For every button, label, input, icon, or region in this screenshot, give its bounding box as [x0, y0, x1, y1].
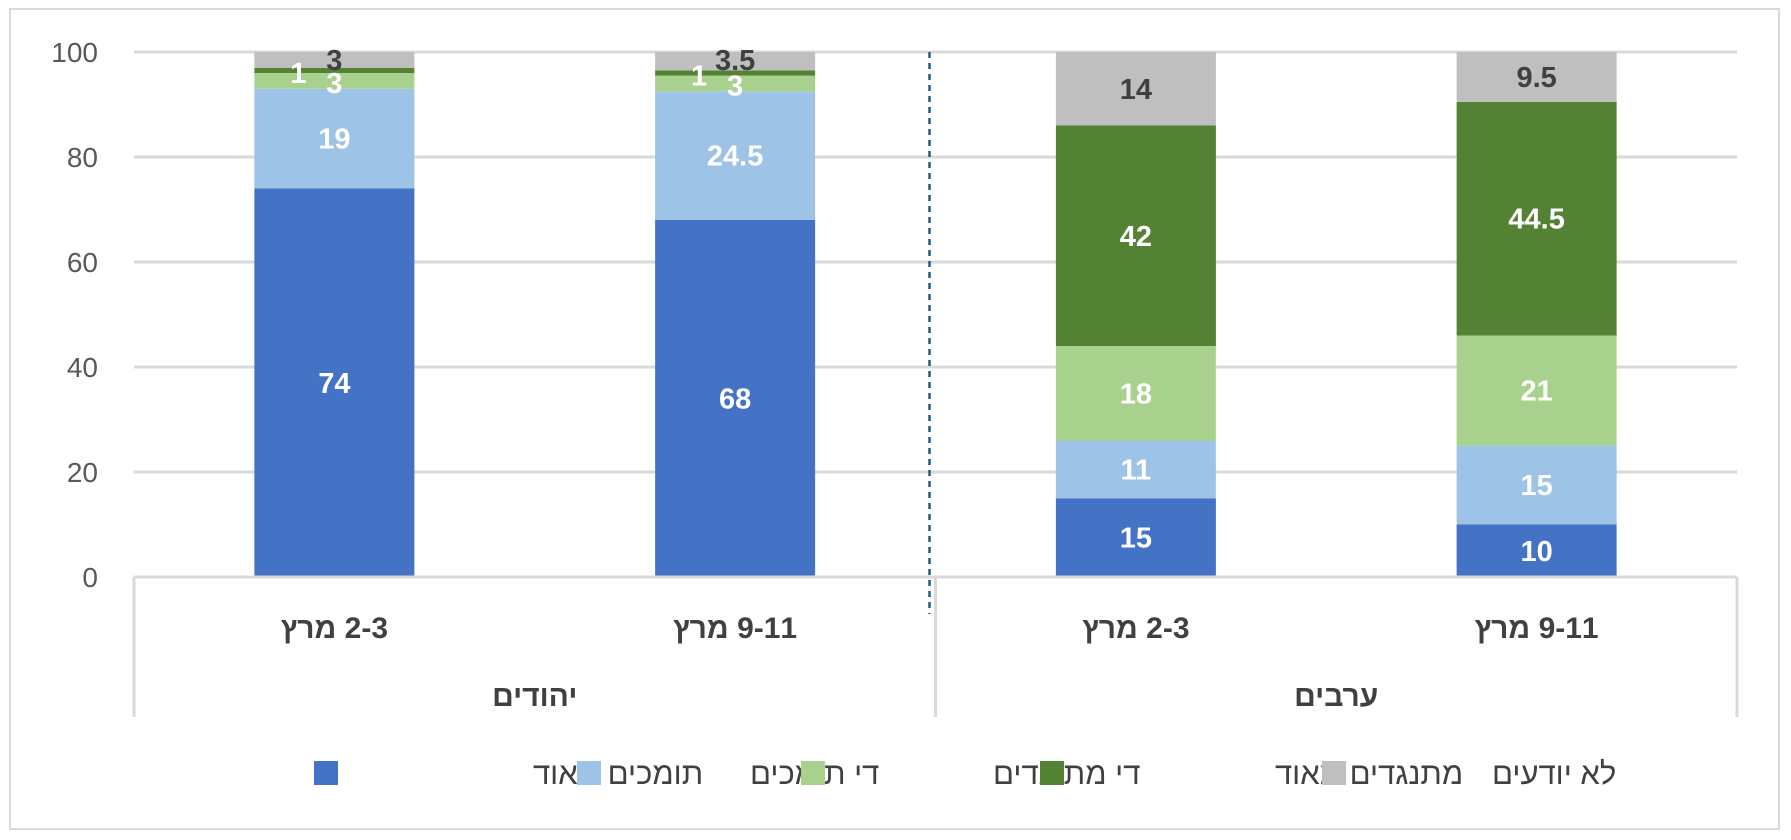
data-label: 11: [1121, 454, 1152, 486]
legend-swatch: [801, 761, 825, 785]
bar-segment: [1456, 52, 1617, 102]
y-tick-label: 60: [67, 247, 98, 278]
bar-segment: [254, 188, 415, 577]
legend-swatch: [1322, 761, 1346, 785]
x-category-label: 9-11 מרץ: [673, 612, 797, 645]
data-label: 3: [326, 68, 342, 100]
y-tick-label: 20: [67, 457, 98, 488]
bar-segment: [655, 70, 816, 76]
data-label: 10: [1520, 536, 1552, 568]
y-tick-label: 0: [82, 562, 98, 593]
data-label: 68: [719, 384, 751, 416]
bar-segment: [655, 75, 816, 92]
data-label: 3.5: [715, 45, 755, 77]
bar-segment: [254, 88, 415, 189]
legend-label: די מתנגדים: [993, 756, 1140, 791]
y-tick-label: 40: [67, 352, 98, 383]
data-label: 42: [1120, 221, 1152, 253]
bar-segment: [1456, 524, 1617, 577]
legend-swatch: [314, 761, 338, 785]
data-label: 14: [1120, 74, 1152, 106]
data-label: 21: [1520, 376, 1552, 408]
data-label: 18: [1120, 378, 1152, 410]
data-label: 15: [1120, 523, 1152, 555]
legend-label: לא יודעים: [1492, 756, 1616, 791]
legend-swatch: [577, 761, 601, 785]
data-label: 3: [326, 45, 342, 77]
y-tick-label: 80: [67, 142, 98, 173]
data-label: 3: [727, 71, 743, 103]
bar-segment: [1456, 101, 1617, 336]
bar-segment: [254, 67, 415, 73]
data-label: 44.5: [1508, 204, 1564, 236]
bar-segment: [1456, 445, 1617, 525]
bar-segment: [655, 52, 816, 71]
legend-swatch: [1040, 761, 1064, 785]
bar-segment: [1055, 346, 1216, 441]
bar-segment: [254, 73, 415, 89]
bar-segment: [1055, 125, 1216, 346]
data-label: 15: [1520, 470, 1552, 502]
x-group-label: ערבים: [1294, 680, 1378, 713]
bar-segment: [655, 91, 816, 220]
data-label: 1: [290, 58, 306, 90]
data-label: 74: [318, 368, 350, 400]
x-category-label: 9-11 מרץ: [1475, 612, 1599, 645]
bar-segment: [254, 52, 415, 68]
bar-segment: [1055, 440, 1216, 499]
bar-segment: [1055, 498, 1216, 577]
data-label: 9.5: [1516, 62, 1556, 94]
data-label: 1: [691, 61, 707, 93]
bar-segment: [655, 220, 816, 577]
x-category-label: 2-3 מרץ: [1082, 612, 1189, 645]
x-group-label: יהודים: [492, 680, 577, 713]
legend-label: מתנגדים מאוד: [1275, 756, 1463, 791]
legend-label: תומכים מאוד: [533, 756, 703, 791]
x-category-label: 2-3 מרץ: [281, 612, 388, 645]
data-label: 19: [318, 124, 350, 156]
data-label: 24.5: [707, 141, 763, 173]
bar-segment: [1456, 335, 1617, 446]
y-tick-label: 100: [51, 37, 98, 68]
bar-segment: [1055, 52, 1216, 126]
